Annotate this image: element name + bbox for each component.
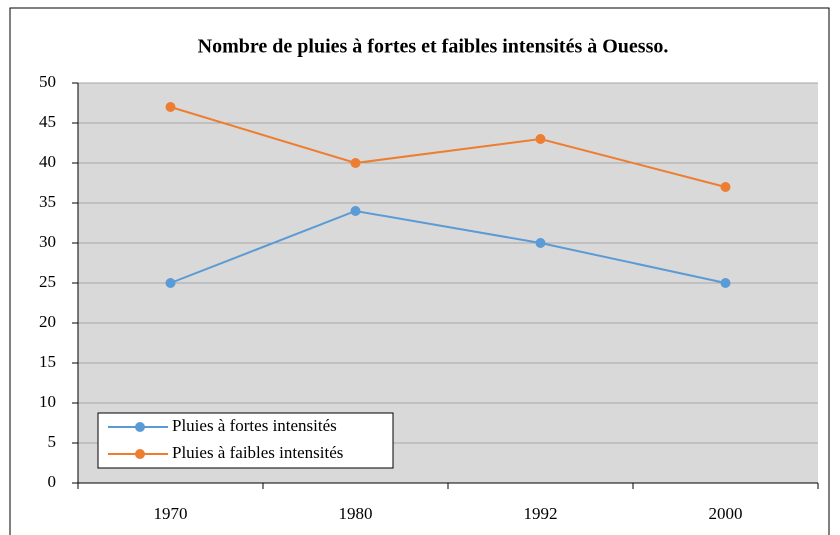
x-tick-label: 2000 <box>709 504 743 523</box>
y-tick-label: 15 <box>39 352 56 371</box>
series-line <box>170 106 726 188</box>
x-tick-label: 1970 <box>154 504 188 523</box>
chart-title: Nombre de pluies à fortes et faibles int… <box>198 36 669 58</box>
x-tick-label: 1980 <box>339 504 373 523</box>
y-tick-label: 10 <box>39 392 56 411</box>
legend-label: Pluies à faibles intensités <box>172 443 343 462</box>
data-point <box>165 102 176 112</box>
y-tick-label: 0 <box>48 472 57 491</box>
y-tick-label: 30 <box>39 232 56 251</box>
y-tick-label: 45 <box>39 112 56 131</box>
y-tick-label: 5 <box>48 432 57 451</box>
data-point <box>535 238 546 248</box>
data-point <box>535 134 546 144</box>
y-tick-label: 35 <box>39 192 56 211</box>
legend-marker <box>135 422 145 432</box>
y-tick-label: 20 <box>39 312 56 331</box>
x-tick-label: 1992 <box>524 504 558 523</box>
data-point <box>350 158 361 168</box>
y-tick-label: 40 <box>39 152 56 171</box>
data-point <box>720 182 731 192</box>
data-point <box>350 206 361 216</box>
legend-marker <box>135 449 145 459</box>
data-point <box>165 278 176 288</box>
legend-box <box>97 412 394 469</box>
legend-label: Pluies à fortes intensités <box>172 416 337 435</box>
series-line <box>170 209 726 284</box>
y-tick-label: 50 <box>39 72 56 91</box>
y-tick-label: 25 <box>39 272 56 291</box>
data-point <box>720 278 731 288</box>
